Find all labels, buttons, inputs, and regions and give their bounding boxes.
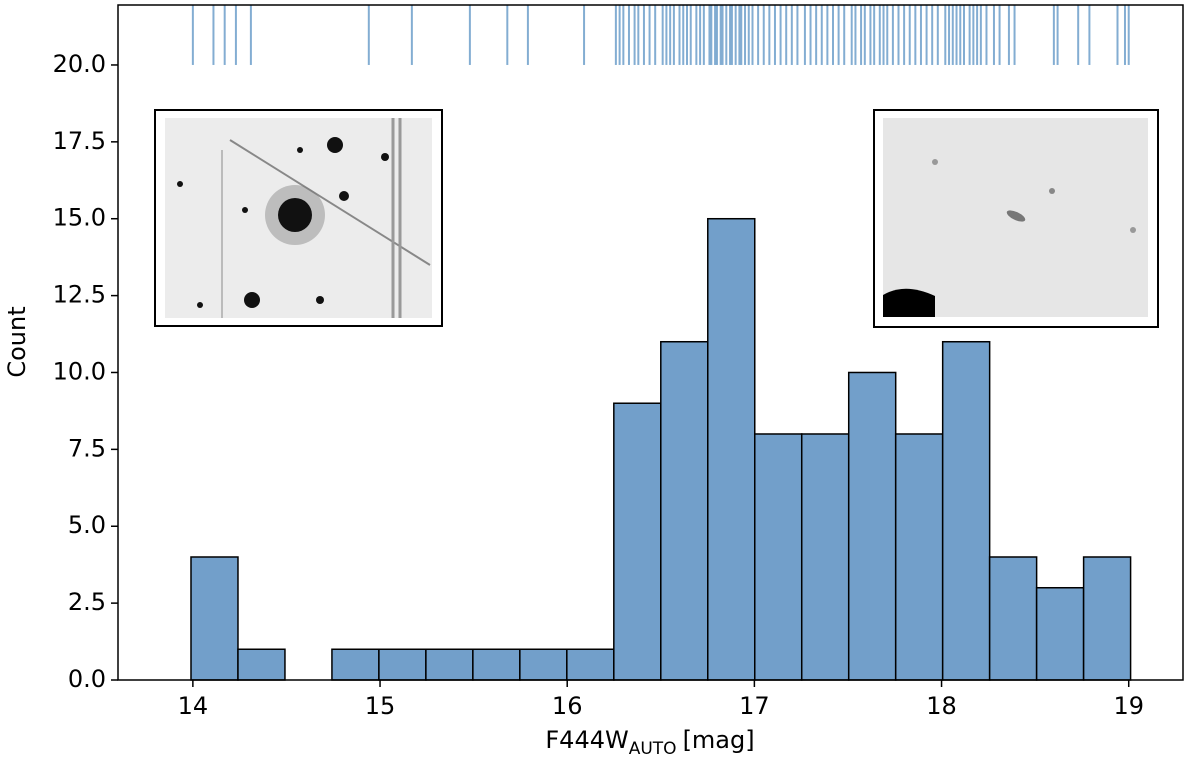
- bar: [941, 340, 991, 681]
- bar: [566, 648, 615, 681]
- bar: [988, 556, 1038, 681]
- y-tick-label: 15.0: [53, 204, 106, 232]
- bar: [707, 217, 756, 681]
- y-tick-label: 5.0: [68, 511, 106, 539]
- bar: [754, 433, 803, 681]
- x-axis-label: F444WAUTO [mag]: [545, 726, 754, 759]
- inset-source: [1130, 227, 1136, 233]
- bar: [660, 340, 709, 681]
- bar: [519, 648, 568, 681]
- inset-star: [177, 181, 183, 187]
- x-tick-label: 17: [739, 692, 770, 720]
- y-tick-label: 2.5: [68, 588, 106, 616]
- bar: [331, 648, 380, 681]
- inset-galaxy: [1006, 210, 1026, 222]
- plot-marks: [190, 5, 1132, 681]
- inset-star: [316, 296, 324, 304]
- inset-source: [932, 159, 938, 165]
- inset-star: [339, 191, 349, 201]
- inset-star: [244, 292, 260, 308]
- bar: [237, 648, 286, 681]
- x-tick-label: 14: [178, 692, 209, 720]
- x-axis-label-unit: [mag]: [683, 726, 755, 754]
- bar: [800, 433, 850, 681]
- inset-star: [381, 153, 389, 161]
- x-axis-label-main: F444W: [545, 726, 628, 754]
- x-axis-label-sub: AUTO: [629, 739, 677, 759]
- bar: [190, 556, 239, 681]
- y-tick-label: 20.0: [53, 50, 106, 78]
- y-axis-label: Count: [3, 306, 31, 377]
- inset-right: [873, 109, 1159, 328]
- inset-left: [154, 109, 443, 327]
- plot-frame: [117, 4, 1184, 681]
- bar: [847, 371, 897, 681]
- y-tick-label: 12.5: [53, 281, 106, 309]
- inset-star: [242, 207, 248, 213]
- inset-star: [278, 198, 312, 232]
- x-tick-label: 16: [552, 692, 583, 720]
- inset-star-edge: [883, 288, 935, 317]
- inset-star: [327, 137, 343, 153]
- bar: [378, 648, 427, 681]
- y-tick-label: 17.5: [53, 127, 106, 155]
- y-tick-label: 7.5: [68, 434, 106, 462]
- inset-streak: [229, 139, 431, 266]
- bar: [894, 433, 944, 681]
- bar: [1035, 586, 1085, 681]
- y-tick-label: 10.0: [53, 357, 106, 385]
- bar: [1082, 556, 1132, 681]
- x-tick-label: 18: [926, 692, 957, 720]
- inset-star: [197, 302, 203, 308]
- x-tick-label: 15: [365, 692, 396, 720]
- bar: [472, 648, 521, 681]
- bar: [613, 402, 662, 681]
- bar: [425, 648, 474, 681]
- x-tick-label: 19: [1113, 692, 1144, 720]
- inset-star: [297, 147, 303, 153]
- y-tick-label: 0.0: [68, 665, 106, 693]
- inset-source: [1049, 188, 1055, 194]
